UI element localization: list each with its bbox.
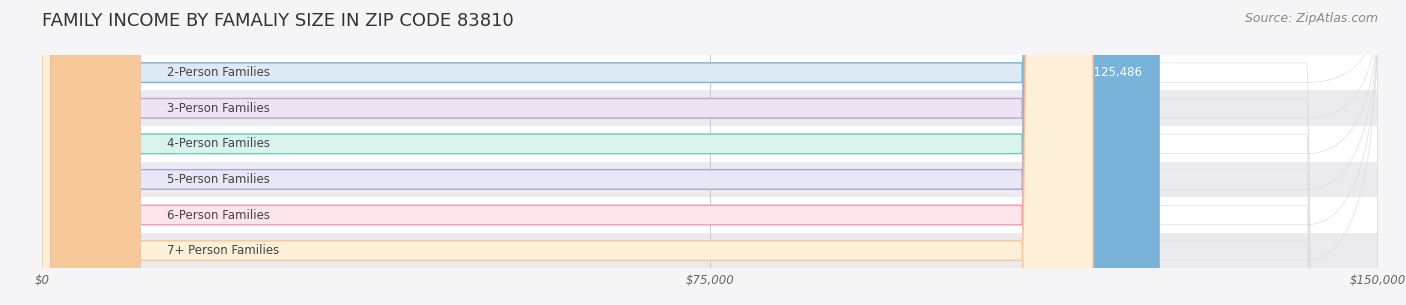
FancyBboxPatch shape [42,0,1160,305]
Text: FAMILY INCOME BY FAMALIY SIZE IN ZIP CODE 83810: FAMILY INCOME BY FAMALIY SIZE IN ZIP COD… [42,12,515,30]
FancyBboxPatch shape [42,0,1092,305]
Text: 4-Person Families: 4-Person Families [167,137,270,150]
Bar [42,197,1378,233]
Circle shape [51,0,141,305]
FancyBboxPatch shape [42,0,1160,305]
Text: $0: $0 [73,244,89,257]
Bar [42,126,1378,162]
Circle shape [51,0,141,305]
Text: $0: $0 [73,102,89,115]
FancyBboxPatch shape [42,0,1092,305]
Text: $125,486: $125,486 [1085,66,1142,79]
Text: 6-Person Families: 6-Person Families [167,209,270,221]
Text: $0: $0 [73,173,89,186]
FancyBboxPatch shape [42,0,1092,305]
Text: $0: $0 [73,137,89,150]
Circle shape [51,0,141,305]
Bar [42,55,1378,91]
FancyBboxPatch shape [42,0,1092,305]
Text: 7+ Person Families: 7+ Person Families [167,244,280,257]
Circle shape [51,0,141,305]
Text: 3-Person Families: 3-Person Families [167,102,270,115]
Text: $0: $0 [73,209,89,221]
Text: Source: ZipAtlas.com: Source: ZipAtlas.com [1244,12,1378,25]
FancyBboxPatch shape [42,0,1092,305]
Bar [42,162,1378,197]
Circle shape [51,0,141,305]
Bar [42,233,1378,268]
Circle shape [51,0,141,305]
Bar [42,91,1378,126]
FancyBboxPatch shape [42,0,1092,305]
Text: 5-Person Families: 5-Person Families [167,173,270,186]
Text: 2-Person Families: 2-Person Families [167,66,270,79]
